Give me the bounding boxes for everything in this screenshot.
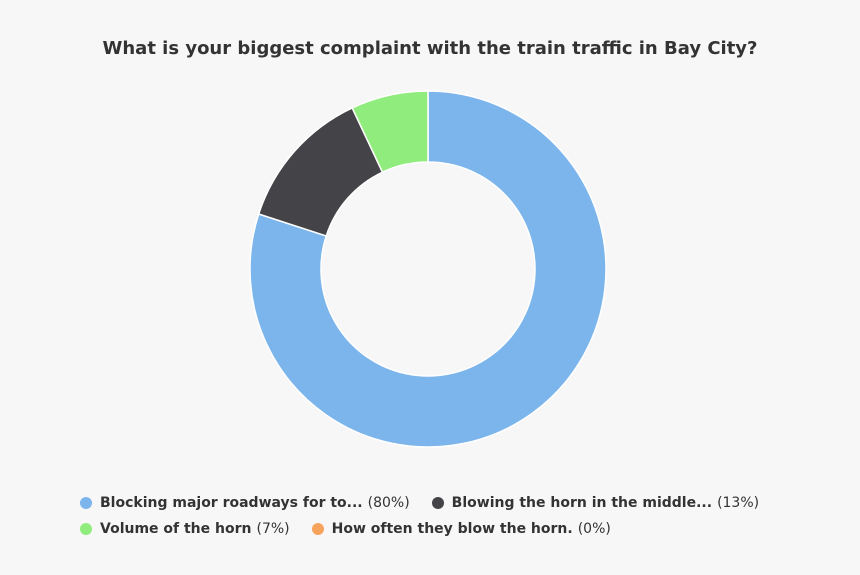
legend-item-volume[interactable]: Volume of the horn (7%) bbox=[80, 516, 290, 542]
legend-row-2: Volume of the horn (7%) How often they b… bbox=[80, 516, 800, 542]
legend-label-how-often: How often they blow the horn. bbox=[331, 521, 573, 537]
legend-percent-blocking: (80%) bbox=[367, 495, 410, 511]
legend-label-blocking: Blocking major roadways for to... bbox=[100, 495, 363, 511]
legend-item-blowing[interactable]: Blowing the horn in the middle... (13%) bbox=[431, 490, 760, 516]
legend-label-volume: Volume of the horn bbox=[100, 521, 252, 537]
donut-slices bbox=[249, 90, 607, 448]
legend-marker-blocking bbox=[80, 497, 92, 509]
legend-marker-volume bbox=[80, 523, 92, 535]
legend-marker-blowing bbox=[431, 497, 444, 509]
legend-percent-volume: (7%) bbox=[256, 521, 290, 537]
legend-item-blocking[interactable]: Blocking major roadways for to... (80%) bbox=[80, 490, 410, 516]
slice-volume[interactable] bbox=[351, 90, 429, 174]
legend-percent-blowing: (13%) bbox=[717, 495, 760, 511]
legend-marker-how-often bbox=[311, 523, 324, 535]
legend-item-how-often[interactable]: How often they blow the horn. (0%) bbox=[311, 516, 611, 542]
legend: Blocking major roadways for to... (80%) … bbox=[80, 490, 800, 542]
chart-title: What is your biggest complaint with the … bbox=[102, 38, 758, 59]
legend-row-1: Blocking major roadways for to... (80%) … bbox=[80, 490, 800, 516]
slice-blocking[interactable] bbox=[249, 90, 607, 448]
legend-percent-how-often: (0%) bbox=[577, 521, 611, 537]
legend-label-blowing: Blowing the horn in the middle... bbox=[451, 495, 713, 511]
